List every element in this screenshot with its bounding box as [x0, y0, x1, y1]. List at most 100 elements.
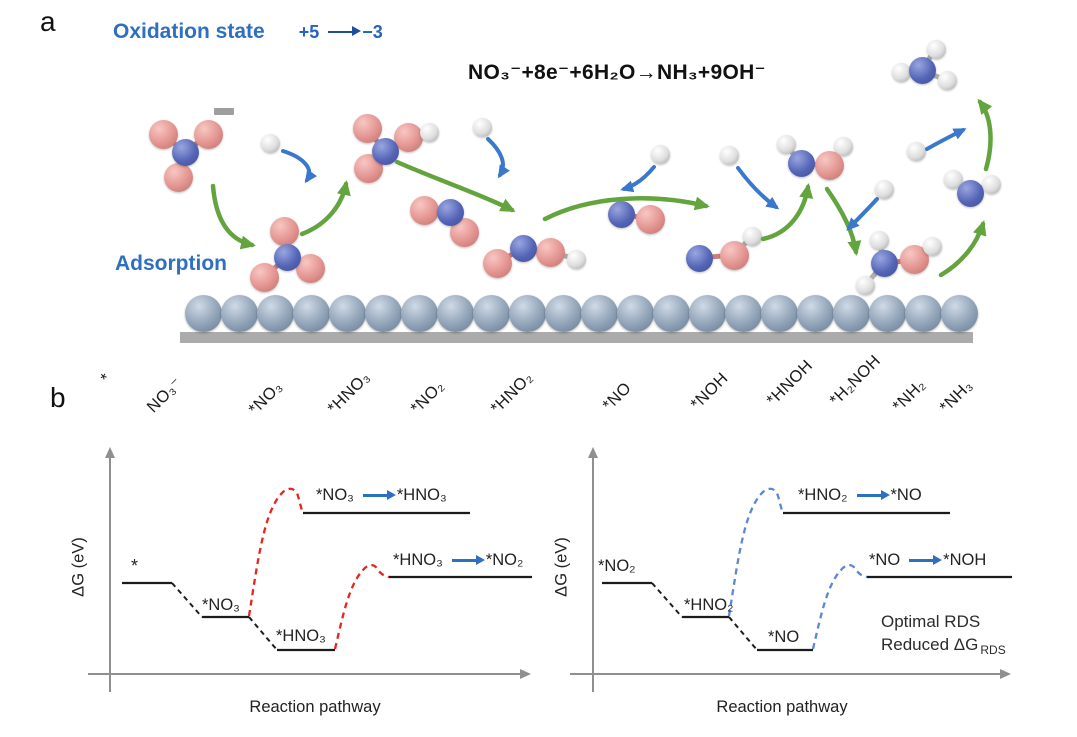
hydrogen-atom-h-atom-2 — [472, 117, 492, 137]
hydrogen-atom-noh — [742, 226, 762, 246]
catalyst-atom — [832, 294, 870, 332]
species-label-no: NO₃⁻ — [143, 374, 186, 417]
oxidation-start-value: +5 — [298, 21, 320, 42]
step-to: *NO — [890, 486, 922, 504]
left-step-label-1: *NO₃ *HNO₃ — [316, 486, 447, 505]
adsorption-label: Adsorption — [115, 252, 227, 275]
left-y-axis-label: ΔG (eV) — [69, 537, 88, 597]
rds-annotation: Optimal RDS Reduced ΔG RDS — [881, 611, 1006, 659]
species-label-hnoh: *HNOH — [763, 356, 817, 410]
overall-reaction-equation: NO₃⁻+8e⁻+6H₂O→NH₃+9OH⁻ — [468, 61, 766, 84]
negative-charge-icon — [214, 108, 234, 115]
catalyst-atom — [940, 294, 978, 332]
blue-barrier-1 — [727, 487, 785, 617]
catalyst-atom — [796, 294, 834, 332]
step-from: *HNO₃ — [393, 551, 443, 569]
h-transfer-arrow-6 — [925, 128, 967, 151]
hydrogen-atom-nitric-acid — [419, 122, 439, 142]
catalyst-atom — [184, 294, 222, 332]
connector-dashed — [171, 582, 203, 618]
reaction-arrow-h2noh-nh2 — [938, 220, 987, 278]
reaction-arrow-adsorption — [210, 183, 256, 250]
nitrogen-atom-nitric-acid — [371, 137, 399, 165]
hydrogen-atom-hnoh — [833, 136, 853, 156]
oxygen-atom-adsorbed-nitrate — [269, 216, 299, 246]
h-transfer-arrow-5 — [846, 197, 879, 231]
species-label-noh: *NOH — [687, 369, 732, 414]
h-transfer-arrow-3 — [620, 165, 656, 193]
oxygen-atom-adsorbed-nitrate — [249, 262, 279, 292]
catalyst-atom — [760, 294, 798, 332]
step-from: *HNO₂ — [798, 486, 848, 504]
catalyst-atom — [724, 294, 762, 332]
hydrogen-atom-nh2 — [943, 169, 963, 189]
hydrogen-atom-h-atom-1 — [260, 133, 280, 153]
catalyst-atom — [220, 294, 258, 332]
species-label-nh: *NH₃ — [936, 376, 977, 417]
step-arrow-icon — [451, 554, 485, 566]
nitrogen-atom-nh2 — [956, 179, 984, 207]
left-level-label-hno3: *HNO₃ — [276, 627, 326, 645]
nitrogen-atom-hnoh — [787, 149, 815, 177]
step-arrow-icon — [856, 489, 890, 501]
oxygen-atom-nitric-acid — [352, 113, 382, 143]
h-transfer-arrow-4 — [736, 166, 780, 210]
hydrogen-atom-hnoh — [776, 134, 796, 154]
species-label-no: *NO₂ — [407, 377, 448, 418]
hydrogen-atom-h-atom-4 — [719, 145, 739, 165]
rds-annotation-line1: Optimal RDS — [881, 612, 981, 631]
oxygen-atom-nitric-oxide — [635, 204, 665, 234]
step-from: *NO — [869, 551, 901, 569]
hydrogen-atom-h2noh — [869, 230, 889, 250]
species-label-hno: *HNO₃ — [324, 368, 374, 418]
oxygen-atom-nitrate-ion — [193, 119, 223, 149]
reaction-arrow-noh-hnoh — [760, 183, 814, 242]
catalyst-atom — [256, 294, 294, 332]
step-to: *NO₂ — [485, 551, 524, 569]
right-step-label-1: *HNO₂ *NO — [798, 486, 922, 505]
step-to: *HNO₃ — [396, 486, 447, 504]
right-y-axis-label: ΔG (eV) — [552, 537, 571, 597]
h-transfer-arrow-2 — [486, 137, 510, 179]
step-arrow-icon — [909, 554, 943, 566]
oxidation-state-title: Oxidation state — [113, 20, 265, 43]
red-barrier-1 — [247, 487, 305, 617]
left-x-axis-label: Reaction pathway — [249, 698, 381, 716]
step-from: *NO₃ — [316, 486, 354, 504]
blue-barrier-2 — [811, 563, 868, 650]
catalyst-atom — [508, 294, 546, 332]
rds-annotation-line2: Reduced ΔG RDS — [881, 634, 1006, 659]
catalyst-atom — [868, 294, 906, 332]
h-transfer-arrow-1 — [281, 149, 318, 184]
left-level-label-no3: *NO₃ — [202, 596, 240, 614]
right-level-label-no: *NO — [768, 628, 800, 646]
oxygen-atom-hnoh — [814, 150, 844, 180]
oxygen-atom-nitrous-acid — [482, 248, 512, 278]
oxidation-arrow-icon — [328, 25, 362, 38]
nitrogen-atom-nitrous-acid — [509, 234, 537, 262]
oxidation-state-row: Oxidation state +5 −3 — [113, 20, 383, 44]
species-label-: * — [97, 369, 115, 388]
oxygen-atom-noh — [719, 240, 749, 270]
hydrogen-atom-nitrous-acid — [566, 249, 586, 269]
step-arrow-icon — [362, 489, 396, 501]
step-to: *NOH — [943, 551, 987, 569]
rds-annotation-line2-sub: RDS — [980, 643, 1006, 658]
right-level-label-hno2: *HNO₂ — [684, 596, 734, 614]
catalyst-atom — [544, 294, 582, 332]
catalyst-atom — [616, 294, 654, 332]
species-label-no: *NO — [599, 378, 635, 415]
panel-a-label: a — [40, 6, 56, 37]
nitrogen-atom-adsorbed-nitrate — [273, 243, 301, 271]
hydrogen-atom-ammonia — [926, 39, 946, 59]
reaction-arrow-nh2-nh3 — [977, 98, 993, 172]
rds-annotation-line2-text: Reduced ΔG — [881, 634, 979, 654]
hydrogen-atom-h-atom-6 — [906, 141, 926, 161]
hydrogen-atom-h2noh — [922, 236, 942, 256]
nitrogen-atom-h2noh — [870, 249, 898, 277]
catalyst-atom — [904, 294, 942, 332]
species-label-hnoh: *H₂NOH — [826, 351, 885, 410]
oxygen-atom-nitrogen-dioxide — [409, 195, 439, 225]
oxygen-atom-nitrate-ion — [163, 162, 193, 192]
